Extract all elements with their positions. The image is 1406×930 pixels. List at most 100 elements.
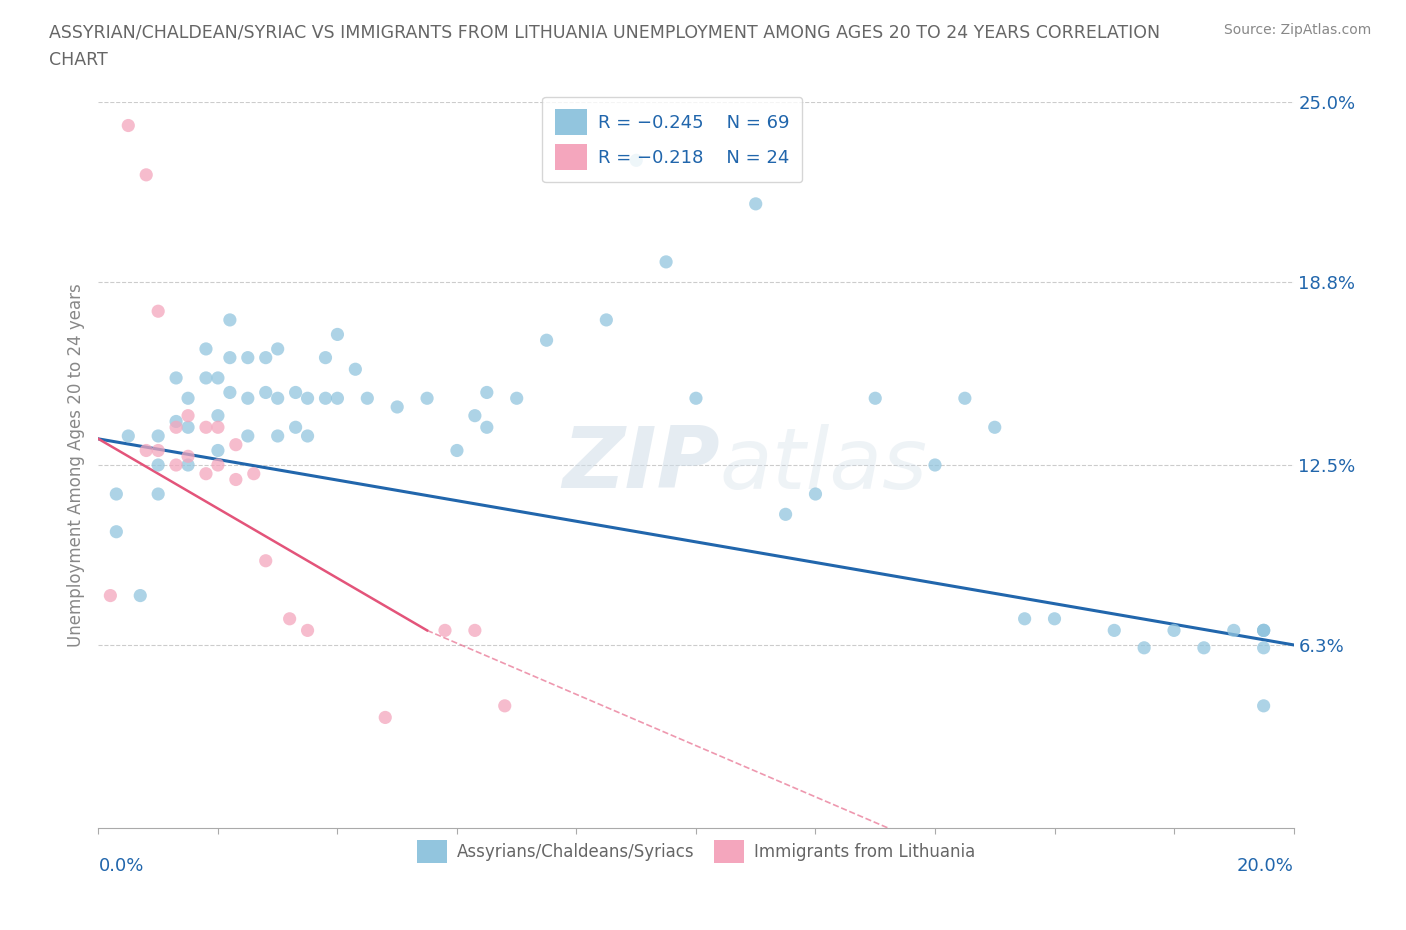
Point [225,472,247,487]
Point [595,312,617,327]
Point [315,391,337,405]
Point [655,255,678,270]
Point [494,698,516,713]
Point [243,466,266,481]
Point [177,419,200,434]
Point [195,370,218,385]
Y-axis label: Unemployment Among Ages 20 to 24 years: Unemployment Among Ages 20 to 24 years [66,283,84,647]
Text: ZIP: ZIP [562,423,720,507]
Point [297,623,319,638]
Point [135,443,157,458]
Point [984,419,1007,434]
Point [207,419,229,434]
Point [165,370,187,385]
Point [775,507,797,522]
Point [254,385,277,400]
Point [326,391,349,405]
Point [148,429,170,444]
Point [219,312,242,327]
Point [1043,611,1066,626]
Point [254,351,277,365]
Point [1192,641,1215,656]
Point [219,385,242,400]
Point [1253,641,1275,656]
Point [267,341,290,356]
Point [536,333,558,348]
Point [195,466,218,481]
Point [1104,623,1126,638]
Point [98,588,122,603]
Point [267,391,290,405]
Point [219,351,242,365]
Point [195,419,218,434]
Point [475,385,498,400]
Point [105,525,128,539]
Point [278,611,301,626]
Point [165,419,187,434]
Point [464,408,486,423]
Text: Source: ZipAtlas.com: Source: ZipAtlas.com [1223,23,1371,37]
Text: atlas: atlas [720,423,928,507]
Point [297,391,319,405]
Point [924,458,946,472]
Point [385,400,409,415]
Point [1253,623,1275,638]
Point [236,391,259,405]
Text: CHART: CHART [49,51,108,69]
Point [284,419,307,434]
Text: ASSYRIAN/CHALDEAN/SYRIAC VS IMMIGRANTS FROM LITHUANIA UNEMPLOYMENT AMONG AGES 20: ASSYRIAN/CHALDEAN/SYRIAC VS IMMIGRANTS F… [49,23,1160,41]
Point [953,391,976,405]
Point [129,588,152,603]
Point [177,391,200,405]
Point [236,429,259,444]
Text: 0.0%: 0.0% [98,857,143,875]
Point [236,351,259,365]
Point [297,429,319,444]
Point [117,118,139,133]
Point [148,304,170,319]
Point [148,443,170,458]
Point [225,437,247,452]
Point [416,391,439,405]
Point [195,341,218,356]
Point [1014,611,1036,626]
Point [254,553,277,568]
Point [105,486,128,501]
Point [177,449,200,464]
Point [207,443,229,458]
Point [865,391,887,405]
Point [165,414,187,429]
Point [207,408,229,423]
Point [626,153,648,167]
Point [1253,698,1275,713]
Point [356,391,378,405]
Point [1253,623,1275,638]
Point [267,429,290,444]
Point [1223,623,1246,638]
Point [177,458,200,472]
Point [207,370,229,385]
Point [344,362,367,377]
Point [284,385,307,400]
Point [165,458,187,472]
Point [148,458,170,472]
Point [434,623,457,638]
Text: 20.0%: 20.0% [1237,857,1294,875]
Point [464,623,486,638]
Point [374,710,396,724]
Point [685,391,707,405]
Point [117,429,139,444]
Point [745,196,768,211]
Point [804,486,827,501]
Point [1163,623,1185,638]
Point [135,167,157,182]
Point [177,408,200,423]
Legend: Assyrians/Chaldeans/Syriacs, Immigrants from Lithuania: Assyrians/Chaldeans/Syriacs, Immigrants … [411,833,981,870]
Point [207,458,229,472]
Point [1253,623,1275,638]
Point [506,391,529,405]
Point [475,419,498,434]
Point [148,486,170,501]
Point [315,351,337,365]
Point [1133,641,1156,656]
